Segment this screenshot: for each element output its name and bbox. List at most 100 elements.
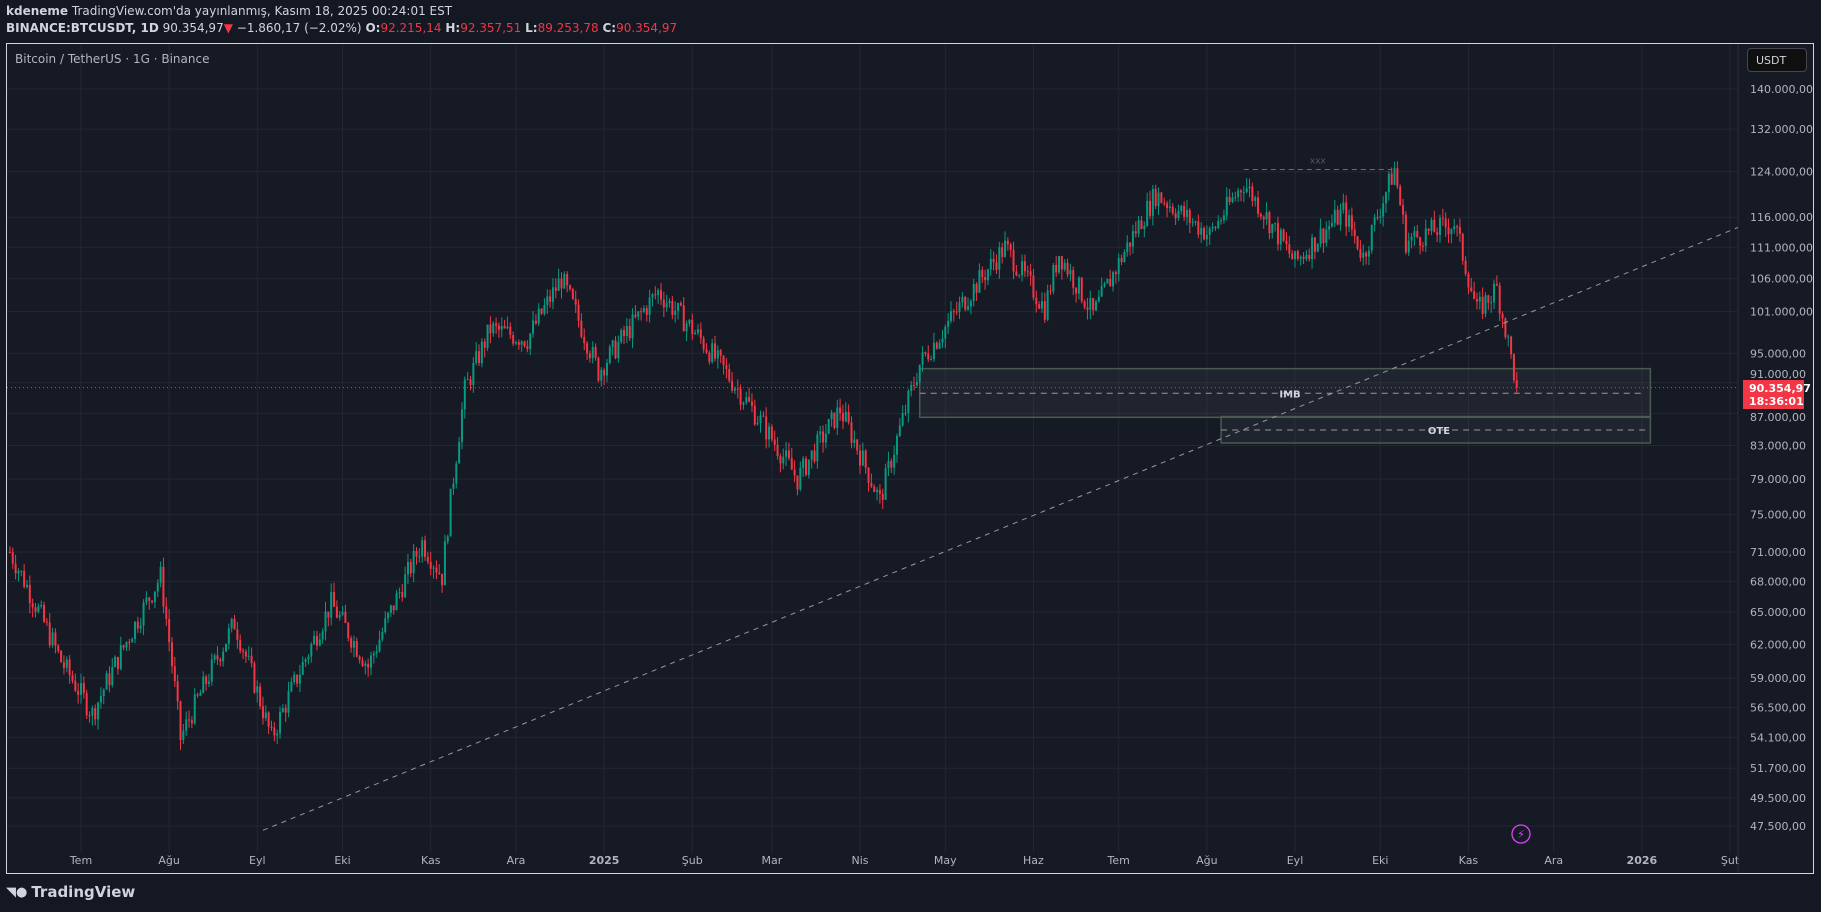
candle-body (1023, 261, 1026, 272)
candle-body (1006, 240, 1009, 245)
candle-body (776, 444, 779, 457)
candle-body (623, 330, 626, 336)
candle-body (1180, 205, 1183, 211)
candle-body (389, 605, 392, 613)
candle-body (995, 262, 998, 270)
candle-body (949, 311, 952, 321)
last-price-label: 90.354,97 18:36:01 (1743, 380, 1811, 409)
candle-body (259, 686, 262, 707)
candle-body (850, 422, 853, 443)
candle-body (1200, 227, 1203, 235)
candle-body (1299, 256, 1302, 259)
candle-body (45, 621, 48, 623)
candle-body (691, 319, 694, 335)
candle-body (1416, 231, 1419, 238)
candle-body (884, 468, 887, 500)
candle-body (415, 550, 418, 557)
candle-body (1367, 250, 1370, 257)
candle-body (509, 326, 512, 336)
candle-body (1086, 307, 1089, 310)
candle-body (1069, 270, 1072, 275)
candle-body (696, 329, 699, 333)
currency-button[interactable]: USDT (1747, 48, 1807, 72)
candle-body (213, 655, 216, 660)
chart-legend: Bitcoin / TetherUS · 1G · Binance (15, 52, 210, 66)
candle-body (534, 320, 537, 324)
candle-body (287, 691, 290, 713)
candle-body (1205, 234, 1208, 240)
candle-body (85, 693, 88, 716)
candle-body (833, 412, 836, 428)
candle-body (134, 621, 137, 640)
zone-label: OTE (1428, 426, 1450, 437)
candle-body (984, 277, 987, 281)
candle-body (952, 311, 955, 313)
candle-body (1040, 301, 1043, 309)
candle-body (1453, 226, 1456, 230)
candle-body (1285, 240, 1288, 245)
low-value: 89.253,78 (537, 21, 599, 35)
candle-body (307, 656, 310, 660)
candle-body (1009, 244, 1012, 250)
price-tick-label: 51.700,00 (1750, 762, 1806, 775)
candle-body (31, 603, 34, 608)
candle-body (793, 469, 796, 476)
candle-body (358, 656, 361, 661)
candle-body (352, 641, 355, 648)
candle-body (196, 694, 199, 696)
candle-body (119, 645, 122, 669)
candle-body (273, 727, 276, 736)
price-tick-label: 106.000,00 (1750, 273, 1813, 286)
candle-body (1439, 217, 1442, 235)
candle-body (148, 597, 151, 601)
candle-body (1376, 217, 1379, 219)
candle-body (20, 570, 23, 572)
candle-body (1117, 258, 1120, 275)
candle-body (893, 454, 896, 468)
candle-body (128, 641, 131, 643)
candle-body (1456, 226, 1459, 228)
candle-body (205, 676, 208, 684)
candle-body (435, 567, 438, 573)
symbol-info: BINANCE:BTCUSDT, 1D 90.354,97▼ −1.860,17… (6, 21, 677, 35)
candle-body (804, 458, 807, 475)
candle-body (1498, 285, 1501, 314)
candle-body (406, 561, 409, 575)
candle-body (594, 346, 597, 358)
candle-body (1254, 197, 1257, 201)
candle-body (654, 294, 657, 296)
candle-body (102, 689, 105, 697)
candle-body (967, 306, 970, 310)
candle-body (350, 638, 353, 648)
candle-body (932, 342, 935, 359)
candle-body (1390, 173, 1393, 185)
candle-body (463, 379, 466, 410)
candle-body (1109, 278, 1112, 287)
candle-body (185, 719, 188, 731)
candle-body (1322, 228, 1325, 243)
candle-body (1055, 264, 1058, 273)
candle-body (412, 550, 415, 574)
candle-body (1257, 197, 1260, 215)
candle-body (750, 401, 753, 406)
candle-body (54, 632, 57, 646)
candle-body (145, 597, 148, 603)
candle-body (895, 435, 898, 455)
candle-body (785, 450, 788, 457)
candle-body (1402, 205, 1405, 215)
candle-body (807, 459, 810, 475)
candle-body (23, 570, 26, 587)
bar-countdown: 18:36:01 (1749, 395, 1804, 408)
tradingview-logo[interactable]: ◥● TradingView (6, 883, 135, 901)
candle-body (429, 561, 432, 569)
candle-body (1188, 209, 1191, 223)
candle-body (378, 639, 381, 652)
candle-body (1004, 240, 1007, 257)
candle-body (296, 674, 299, 684)
candle-body (1313, 237, 1316, 252)
candle-body (1149, 200, 1152, 216)
candle-body (1021, 261, 1024, 276)
candle-body (338, 614, 341, 618)
candle-body (247, 655, 250, 657)
